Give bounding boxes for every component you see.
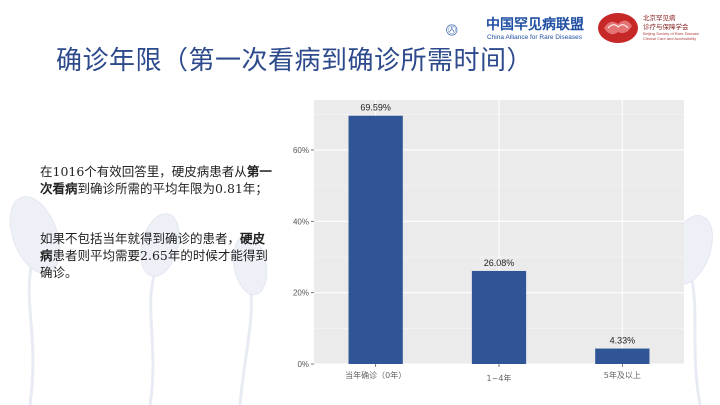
data-label: 26.08%: [484, 258, 515, 268]
data-label: 4.33%: [610, 336, 636, 346]
bar: [595, 348, 650, 364]
y-tick-label: 20%: [293, 289, 309, 298]
bar-chart: 0% 20% 40% 60% 69.59% 当年确诊（0年） 26.08% 1~4年 4.33%…: [293, 100, 684, 383]
p1-text-a: 在1016个有效回答里，硬皮病患者从: [40, 164, 247, 179]
slide-title: 确诊年限（第一次看病到确诊所需时间）: [56, 46, 534, 76]
alliance-name-en: China Alliance for Rare Diseases: [487, 34, 583, 41]
summary-paragraph-2: 如果不包括当年就得到确诊的患者，硬皮病患者则平均需要2.65年的时候才能得到确诊…: [40, 230, 272, 281]
p1-bold-text: 第一次看病: [40, 164, 272, 196]
alliance-name: 中国罕见病联盟: [486, 17, 584, 33]
p2-text-a: 如果不包括当年就得到确诊的患者，: [40, 231, 241, 246]
x-tick-label: 5年及以上: [604, 370, 641, 380]
p2-text-c: 患者则平均需要2.65年的时候才能得到确诊。: [40, 248, 268, 280]
alliance-logo: [446, 24, 458, 36]
bar: [348, 115, 403, 364]
data-label: 69.59%: [360, 103, 391, 113]
p2-bold-text: 硬皮病: [40, 231, 266, 263]
x-tick-label: 当年确诊（0年）: [345, 370, 406, 380]
x-tick-label: 1~4年: [487, 373, 512, 383]
p1-text-c: 到确诊所需的平均年限为0.81年；: [77, 181, 268, 196]
society-name: 北京罕见病 诊疗与保障学会: [643, 14, 689, 32]
society-name-en: Beijing Society of Rare Disease Clinical…: [643, 31, 700, 41]
society-logo: [598, 13, 638, 43]
y-tick-label: 60%: [293, 146, 309, 155]
y-tick-label: 40%: [293, 217, 309, 226]
y-tick-label: 0%: [297, 360, 309, 369]
summary-paragraph-1: 在1016个有效回答里，硬皮病患者从第一次看病到确诊所需的平均年限为0.81年；: [40, 163, 272, 197]
society-name-line1: 北京罕见病: [643, 14, 676, 22]
society-name-line2: 诊疗与保障学会: [643, 23, 689, 31]
bar: [471, 270, 527, 364]
